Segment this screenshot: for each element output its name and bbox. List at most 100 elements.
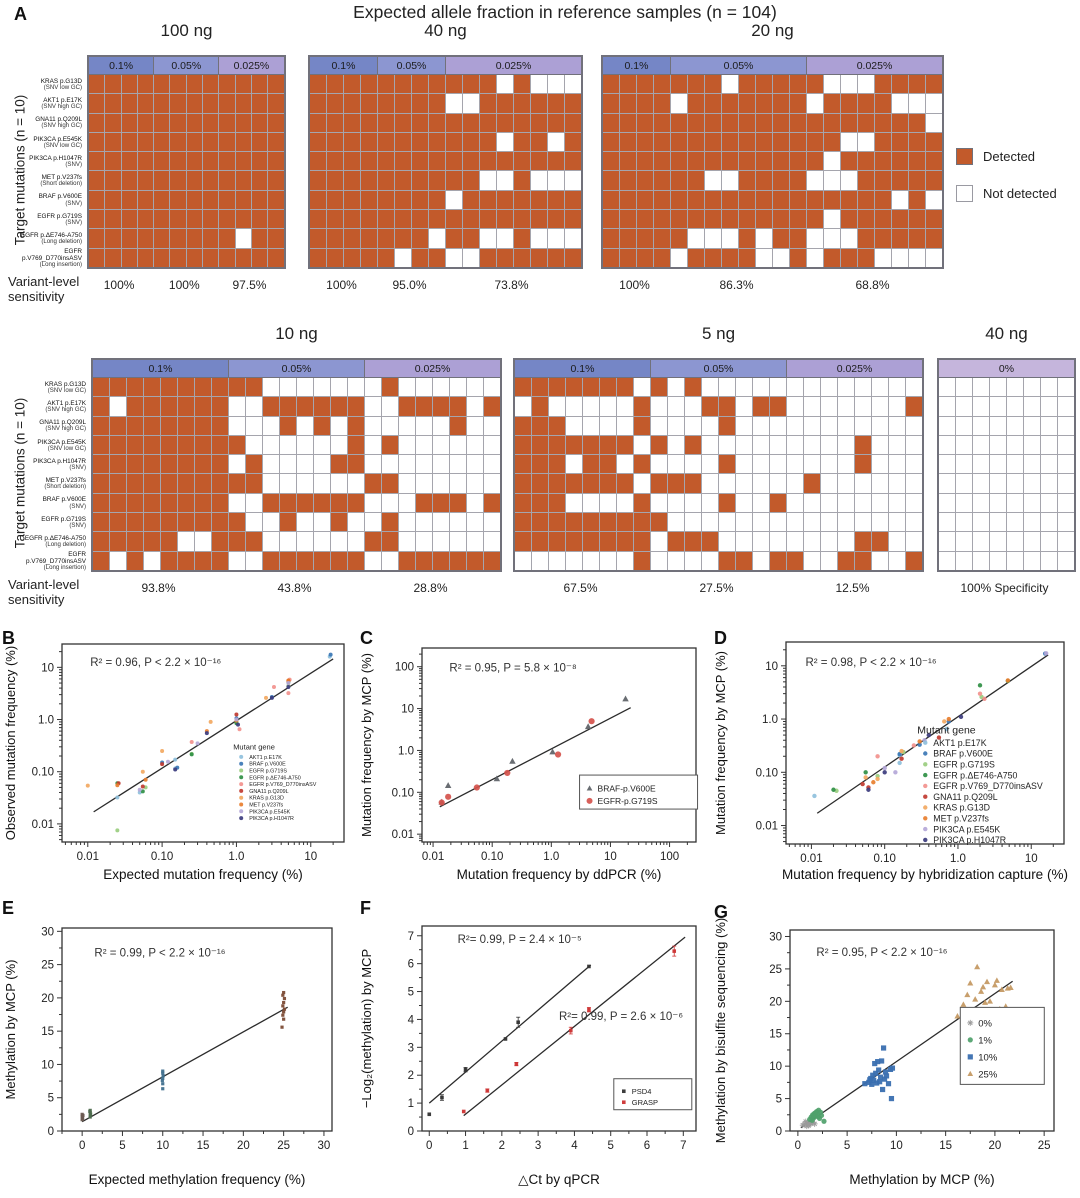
- heatmap-cell: [739, 132, 755, 152]
- heatmap-cell: [719, 513, 735, 532]
- heatmap-cell: [548, 75, 564, 94]
- heatmap-cell: [170, 210, 186, 229]
- heatmap-cell: [246, 493, 262, 513]
- heatmap-cell: [246, 455, 262, 474]
- heatmap-cell: [736, 493, 752, 513]
- heatmap-cell: [144, 551, 160, 570]
- heatmap-cell: [463, 152, 479, 171]
- heatmap-cell: [926, 152, 942, 171]
- heatmap-cell: [1024, 551, 1040, 570]
- svg-text:1.0: 1.0: [543, 851, 559, 863]
- heatmap-cell: [548, 229, 564, 248]
- heatmap-cell: [497, 210, 513, 229]
- dna-amount-label: 10 ng: [275, 324, 318, 343]
- heatmap-cell: [617, 455, 633, 474]
- heatmap-cell: [382, 532, 398, 551]
- svg-text:Mutation frequency by ddPCR (%: Mutation frequency by ddPCR (%): [457, 867, 662, 882]
- heatmap-cell: [514, 229, 530, 248]
- svg-text:10%: 10%: [978, 1052, 998, 1063]
- heatmap-cell: [685, 416, 701, 435]
- detected-label: Detected: [983, 149, 1036, 164]
- heatmap-cell: [121, 75, 137, 94]
- mutation-type: (SNV low GC): [43, 83, 82, 91]
- svg-text:EGFR p.G719S: EGFR p.G719S: [249, 768, 287, 774]
- mutation-row-label: EGFR p.ΔE746-A750 (Long deletion): [7, 532, 89, 551]
- heatmap-cell: [144, 493, 160, 513]
- allele-fraction-header: 0.05%: [651, 360, 786, 377]
- svg-text:2: 2: [499, 1140, 505, 1152]
- svg-text:25: 25: [277, 1140, 290, 1152]
- heatmap-cell: [480, 132, 496, 152]
- heatmap-cell: [246, 532, 262, 551]
- heatmap-cell: [144, 397, 160, 416]
- heatmap-cell: [739, 152, 755, 171]
- svg-text:0%: 0%: [978, 1018, 992, 1029]
- heatmap-cell: [600, 474, 616, 493]
- svg-text:Expected methylation frequency: Expected methylation frequency (%): [89, 1172, 306, 1187]
- heatmap-cell: [620, 94, 636, 113]
- heatmap-cell: [127, 455, 143, 474]
- heatmap-cell: [926, 210, 942, 229]
- heatmap-cell: [688, 113, 704, 132]
- heatmap-cell: [429, 171, 445, 190]
- heatmap-cell: [121, 190, 137, 210]
- panel-f-svg: 0 1 2 3 4 5 6 7 0 1 2 3 4 5 6 7 R²= 0.99, P = 2.4 × 10⁻⁵…: [359, 925, 697, 1187]
- heatmap-cell: [327, 248, 343, 267]
- heatmap-cell: [467, 416, 483, 435]
- heatmap-cell: [251, 248, 268, 267]
- heatmap-cell: [1058, 532, 1074, 551]
- caption-line: sensitivity: [8, 289, 65, 305]
- sensitivity-value: 100%: [619, 277, 650, 292]
- heatmap-cell: [875, 210, 891, 229]
- svg-text:25: 25: [1038, 1140, 1051, 1152]
- heatmap-cell: [990, 493, 1006, 513]
- heatmap-cell: [251, 113, 268, 132]
- svg-text:0: 0: [795, 1140, 801, 1152]
- heatmap-cell: [433, 397, 449, 416]
- heatmap-cell: [620, 171, 636, 190]
- heatmap-cell: [875, 171, 891, 190]
- heatmap-cell: [412, 132, 428, 152]
- heatmap-cell: [804, 532, 820, 551]
- heatmap-cell: [756, 210, 772, 229]
- heatmap-cell: [484, 513, 500, 532]
- svg-text:0.01: 0.01: [32, 819, 54, 831]
- heatmap-cell: [549, 493, 565, 513]
- sensitivity-value: 100%: [326, 277, 357, 292]
- heatmap-cell: [841, 152, 857, 171]
- heatmap-cell: [361, 248, 377, 267]
- heatmap-cell: [634, 513, 650, 532]
- svg-text:10: 10: [765, 661, 778, 673]
- heatmap-cell: [450, 455, 466, 474]
- heatmap-cell: [280, 532, 296, 551]
- svg-text:PIK3CA p.E545K: PIK3CA p.E545K: [933, 824, 1000, 834]
- heatmap-cell: [566, 551, 582, 570]
- heatmap-cell: [637, 75, 653, 94]
- heatmap-frame: 0.1% 0.05% 0.025%: [513, 358, 924, 572]
- heatmap-cell: [637, 113, 653, 132]
- heatmap-cell: [617, 397, 633, 416]
- heatmap-cell: [1024, 513, 1040, 532]
- heatmap-cell: [395, 190, 411, 210]
- heatmap-cell: [361, 152, 377, 171]
- svg-text:R² = 0.99, P < 2.2 × 10⁻¹⁶: R² = 0.99, P < 2.2 × 10⁻¹⁶: [94, 947, 225, 959]
- heatmap-cell: [855, 378, 871, 397]
- mutation-name: EGFR p.V769_D770insASV: [25, 550, 86, 565]
- heatmap-cell: [344, 152, 360, 171]
- svg-text:0: 0: [408, 1126, 414, 1138]
- heatmap-cell: [671, 132, 687, 152]
- heatmap-cell: [161, 397, 177, 416]
- allele-fraction-header: 0.1%: [310, 57, 377, 74]
- heatmap-cell: [186, 152, 203, 171]
- heatmap-cell: [331, 551, 347, 570]
- heatmap-frame: 0.1% 0.05% 0.025%: [87, 55, 286, 269]
- heatmap-cell: [497, 229, 513, 248]
- heatmap-cell: [926, 248, 942, 267]
- heatmap-cell: [314, 378, 330, 397]
- heatmap-cell: [382, 551, 398, 570]
- heatmap-cell: [93, 551, 109, 570]
- mutation-name: EGFR p.ΔE746-A750: [24, 535, 86, 543]
- heatmap-cell: [668, 513, 684, 532]
- heatmap-cell: [348, 397, 364, 416]
- heatmap-cell: [467, 378, 483, 397]
